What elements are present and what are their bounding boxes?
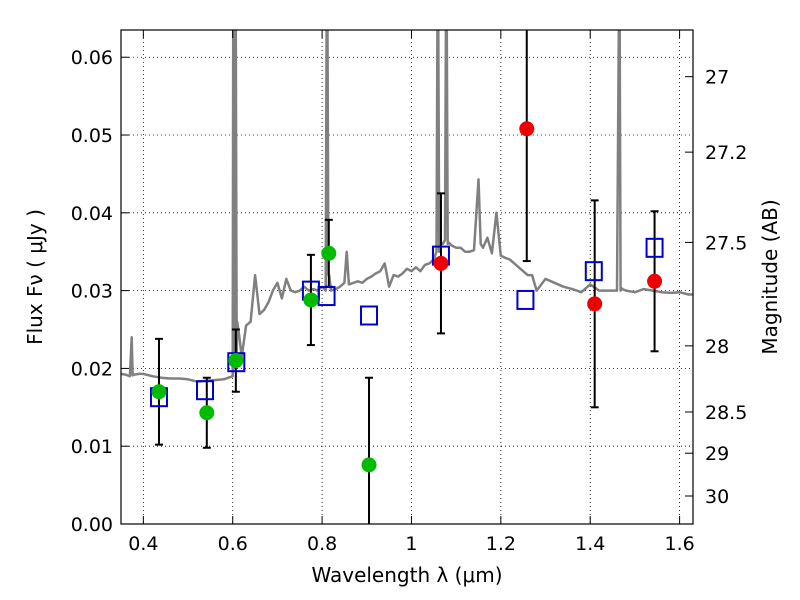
green-point [151,384,167,400]
model-photometry-square [196,380,215,401]
x-tick-label: 0.4 [128,533,158,555]
right-tick-label: 30 [705,486,729,508]
green-point [303,292,319,308]
y-tick-label: 0.00 [71,514,113,536]
y-tick-labels: 0.00 0.01 0.02 0.03 0.04 0.05 0.06 [71,47,113,536]
red-point [587,296,603,312]
x-tick-label: 1.4 [575,533,605,555]
model-photometry-square [360,305,379,326]
right-tick-label: 27.5 [705,232,747,254]
x-tick-label: 0.6 [218,533,248,555]
model-photometry-square [645,237,664,258]
green-point [361,457,377,473]
y-tick-label: 0.04 [71,203,113,225]
green-point [321,245,337,261]
right-tick-label: 28.5 [705,402,747,424]
right-tick-label: 28 [705,336,729,358]
red-point [519,121,535,137]
x-tick-label: 0.8 [307,533,337,555]
x-tick-label: 1.2 [486,533,516,555]
y-tick-label: 0.03 [71,281,113,303]
right-tick-label: 27 [705,67,729,89]
x-tick-label: 1.6 [664,533,694,555]
y-tick-label: 0.05 [71,125,113,147]
axis-ticks [121,30,693,525]
plot-background [121,30,693,524]
red-point [647,273,663,289]
observed-points [151,121,663,473]
plot-area [121,30,693,524]
red-point [433,255,449,271]
x-axis-label: Wavelength λ (μm) [311,563,502,587]
y-tick-label: 0.01 [71,436,113,458]
right-tick-labels: 27 27.2 27.5 28 28.5 29 30 [705,67,747,508]
right-axis-label: Magnitude (AB) [758,199,782,354]
right-tick-label: 27.2 [705,142,747,164]
plot-frame [120,29,694,525]
model-photometry-square [584,261,603,282]
model-photometry-square [516,289,535,310]
green-point [228,353,244,369]
y-axis-label: Flux Fν ( μJy ) [23,209,47,345]
x-tick-labels: 0.4 0.6 0.8 1 1.2 1.4 1.6 [128,533,694,555]
x-tick-label: 1 [405,533,417,555]
right-tick-label: 29 [705,443,729,465]
green-point [199,405,215,421]
y-tick-label: 0.02 [71,358,113,380]
y-tick-label: 0.06 [71,47,113,69]
model-photometry-square [317,286,336,307]
model-photometry-squares [149,237,664,408]
